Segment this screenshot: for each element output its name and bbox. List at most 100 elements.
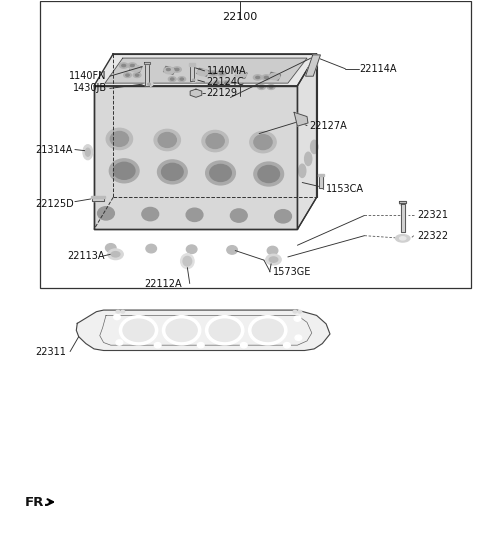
Ellipse shape — [396, 235, 410, 242]
Text: 1153CA: 1153CA — [326, 184, 364, 195]
Ellipse shape — [162, 316, 201, 345]
Ellipse shape — [113, 163, 135, 179]
Ellipse shape — [206, 161, 235, 185]
Ellipse shape — [256, 76, 260, 78]
Text: 1573GE: 1573GE — [273, 267, 311, 277]
Ellipse shape — [211, 72, 215, 75]
Polygon shape — [399, 200, 406, 203]
Text: 21314A: 21314A — [35, 144, 72, 155]
Ellipse shape — [154, 130, 180, 151]
Ellipse shape — [260, 86, 263, 88]
Ellipse shape — [108, 249, 123, 260]
Ellipse shape — [266, 254, 281, 265]
Polygon shape — [94, 86, 298, 229]
Ellipse shape — [116, 340, 123, 345]
Text: FR.: FR. — [24, 496, 49, 508]
Ellipse shape — [250, 132, 276, 153]
Ellipse shape — [269, 86, 273, 88]
Ellipse shape — [120, 316, 157, 345]
Ellipse shape — [123, 319, 154, 342]
Ellipse shape — [258, 166, 279, 182]
Ellipse shape — [227, 246, 238, 254]
Ellipse shape — [258, 85, 265, 90]
Ellipse shape — [168, 77, 176, 82]
Polygon shape — [306, 55, 321, 76]
Ellipse shape — [215, 82, 218, 84]
Ellipse shape — [209, 319, 240, 342]
Polygon shape — [190, 66, 194, 82]
Text: 1430JB: 1430JB — [73, 83, 107, 93]
Ellipse shape — [225, 82, 228, 84]
Polygon shape — [320, 175, 323, 188]
Ellipse shape — [209, 71, 217, 76]
Ellipse shape — [158, 133, 176, 148]
Ellipse shape — [166, 319, 197, 342]
Ellipse shape — [253, 75, 262, 80]
Ellipse shape — [230, 209, 247, 222]
Text: 22125D: 22125D — [35, 199, 74, 209]
Ellipse shape — [269, 257, 278, 262]
Text: 22112A: 22112A — [144, 279, 182, 288]
Text: 22311: 22311 — [35, 346, 66, 357]
Polygon shape — [235, 70, 247, 78]
Ellipse shape — [192, 79, 195, 80]
Text: 22124C: 22124C — [206, 77, 244, 87]
Ellipse shape — [109, 159, 139, 183]
Ellipse shape — [275, 209, 291, 223]
Ellipse shape — [135, 74, 139, 76]
Ellipse shape — [85, 148, 90, 156]
Ellipse shape — [264, 76, 268, 78]
Ellipse shape — [299, 164, 306, 177]
Ellipse shape — [133, 72, 141, 77]
Ellipse shape — [162, 164, 183, 180]
Ellipse shape — [142, 207, 158, 221]
Ellipse shape — [116, 310, 120, 313]
Polygon shape — [189, 63, 195, 66]
Polygon shape — [94, 54, 317, 86]
Ellipse shape — [400, 202, 406, 205]
Ellipse shape — [293, 310, 297, 313]
Ellipse shape — [294, 316, 301, 321]
Ellipse shape — [114, 314, 120, 320]
Ellipse shape — [217, 71, 226, 76]
Ellipse shape — [252, 319, 283, 342]
Ellipse shape — [186, 208, 203, 221]
Polygon shape — [105, 58, 307, 83]
Ellipse shape — [180, 254, 194, 269]
Ellipse shape — [254, 162, 284, 186]
Ellipse shape — [295, 335, 302, 341]
Ellipse shape — [173, 67, 181, 72]
Ellipse shape — [145, 82, 153, 86]
Ellipse shape — [305, 152, 312, 165]
Polygon shape — [401, 204, 405, 232]
Ellipse shape — [311, 140, 318, 154]
Ellipse shape — [249, 316, 287, 345]
Ellipse shape — [206, 134, 224, 149]
Ellipse shape — [126, 74, 129, 76]
Text: 22114A: 22114A — [360, 64, 397, 74]
Ellipse shape — [210, 165, 231, 181]
Ellipse shape — [175, 68, 179, 70]
Polygon shape — [269, 72, 281, 80]
Ellipse shape — [122, 64, 126, 67]
Polygon shape — [144, 62, 151, 64]
Text: 22113A: 22113A — [68, 251, 105, 261]
Polygon shape — [190, 89, 202, 98]
Polygon shape — [197, 68, 209, 76]
Ellipse shape — [120, 63, 128, 68]
Polygon shape — [76, 310, 330, 351]
Text: 22100: 22100 — [222, 12, 258, 22]
Ellipse shape — [131, 64, 134, 67]
Ellipse shape — [167, 68, 170, 70]
Polygon shape — [294, 112, 308, 126]
Ellipse shape — [223, 80, 230, 85]
Ellipse shape — [284, 343, 290, 348]
Ellipse shape — [298, 310, 302, 313]
Ellipse shape — [205, 316, 244, 345]
Ellipse shape — [164, 67, 174, 74]
Ellipse shape — [121, 310, 125, 313]
Polygon shape — [298, 54, 317, 229]
Bar — [40, 1, 471, 288]
Ellipse shape — [183, 256, 192, 266]
Ellipse shape — [186, 245, 197, 254]
